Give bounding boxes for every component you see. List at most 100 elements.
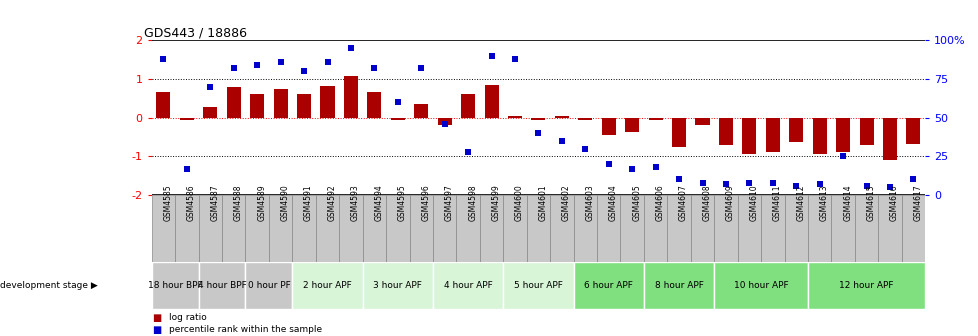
Text: GSM4597: GSM4597 xyxy=(444,184,453,221)
Bar xyxy=(508,116,521,118)
Bar xyxy=(765,118,779,153)
Bar xyxy=(414,104,427,118)
Point xyxy=(858,183,873,188)
Point xyxy=(460,149,475,154)
Bar xyxy=(292,262,362,309)
Text: GSM4586: GSM4586 xyxy=(187,184,196,221)
Bar xyxy=(783,195,807,262)
Bar xyxy=(432,262,503,309)
Point xyxy=(179,166,195,171)
Bar xyxy=(152,262,199,309)
Text: log ratio: log ratio xyxy=(169,313,207,322)
Text: GSM4615: GSM4615 xyxy=(866,184,874,221)
Text: GSM4605: GSM4605 xyxy=(632,184,641,221)
Bar xyxy=(199,262,245,309)
Bar xyxy=(714,262,807,309)
Text: 12 hour APF: 12 hour APF xyxy=(838,281,893,290)
Text: ■: ■ xyxy=(152,312,160,323)
Bar xyxy=(877,195,901,262)
Bar xyxy=(644,195,667,262)
Bar xyxy=(316,195,339,262)
Text: GSM4603: GSM4603 xyxy=(585,184,594,221)
Text: GSM4601: GSM4601 xyxy=(538,184,547,221)
Text: GSM4589: GSM4589 xyxy=(257,184,266,221)
Text: GSM4600: GSM4600 xyxy=(514,184,523,221)
Point xyxy=(342,45,358,51)
Bar xyxy=(597,195,620,262)
Point xyxy=(320,59,335,65)
Bar xyxy=(625,118,639,132)
Point xyxy=(483,53,499,58)
Bar xyxy=(667,195,690,262)
Bar xyxy=(432,195,456,262)
Bar xyxy=(644,262,714,309)
Bar xyxy=(906,118,919,144)
Text: GSM4616: GSM4616 xyxy=(889,184,898,221)
Point xyxy=(436,121,452,126)
Text: ■: ■ xyxy=(152,325,160,335)
Text: GSM4596: GSM4596 xyxy=(421,184,429,221)
Text: 6 hour APF: 6 hour APF xyxy=(584,281,633,290)
Bar xyxy=(901,195,924,262)
Bar xyxy=(736,195,760,262)
Bar xyxy=(531,118,545,120)
Bar xyxy=(690,195,714,262)
Point xyxy=(881,184,897,190)
Bar xyxy=(409,195,432,262)
Bar xyxy=(156,92,170,118)
Text: GSM4590: GSM4590 xyxy=(281,184,289,221)
Bar xyxy=(320,86,334,118)
Text: GSM4613: GSM4613 xyxy=(819,184,827,221)
Bar xyxy=(362,195,385,262)
Point xyxy=(156,56,171,61)
Bar xyxy=(245,262,292,309)
Bar xyxy=(807,195,830,262)
Point xyxy=(671,177,687,182)
Bar xyxy=(741,118,756,154)
Text: 8 hour APF: 8 hour APF xyxy=(654,281,703,290)
Bar xyxy=(503,195,526,262)
Bar xyxy=(222,195,245,262)
Text: GSM4617: GSM4617 xyxy=(912,184,921,221)
Text: 10 hour APF: 10 hour APF xyxy=(734,281,787,290)
Point xyxy=(249,62,265,68)
Point xyxy=(811,181,826,187)
Text: GSM4592: GSM4592 xyxy=(328,184,336,221)
Text: GSM4593: GSM4593 xyxy=(350,184,360,221)
Bar xyxy=(812,118,825,154)
Bar xyxy=(362,262,432,309)
Point xyxy=(202,84,218,89)
Text: GDS443 / 18886: GDS443 / 18886 xyxy=(144,26,246,39)
Bar xyxy=(199,195,222,262)
Text: GSM4611: GSM4611 xyxy=(772,185,781,221)
Bar xyxy=(573,195,597,262)
Bar xyxy=(385,195,409,262)
Point xyxy=(413,66,428,71)
Point xyxy=(577,146,593,151)
Text: GSM4587: GSM4587 xyxy=(210,184,219,221)
Bar xyxy=(854,195,877,262)
Text: GSM4598: GSM4598 xyxy=(467,184,476,221)
Text: 4 hour APF: 4 hour APF xyxy=(443,281,492,290)
Text: GSM4602: GSM4602 xyxy=(561,184,570,221)
Bar xyxy=(835,118,849,153)
Point xyxy=(647,164,663,170)
Bar xyxy=(503,262,573,309)
Point xyxy=(273,59,289,65)
Text: GSM4610: GSM4610 xyxy=(748,184,758,221)
Point xyxy=(389,99,405,105)
Bar xyxy=(648,118,662,120)
Bar xyxy=(859,118,872,145)
Point xyxy=(366,66,381,71)
Text: GSM4608: GSM4608 xyxy=(702,184,711,221)
Point xyxy=(296,69,312,74)
Bar xyxy=(882,118,896,160)
Bar xyxy=(292,195,316,262)
Bar xyxy=(555,116,568,118)
Text: GSM4612: GSM4612 xyxy=(795,185,805,221)
Text: 5 hour APF: 5 hour APF xyxy=(513,281,562,290)
Bar xyxy=(367,92,381,118)
Bar xyxy=(760,195,783,262)
Bar xyxy=(250,94,264,118)
Text: GSM4594: GSM4594 xyxy=(374,184,383,221)
